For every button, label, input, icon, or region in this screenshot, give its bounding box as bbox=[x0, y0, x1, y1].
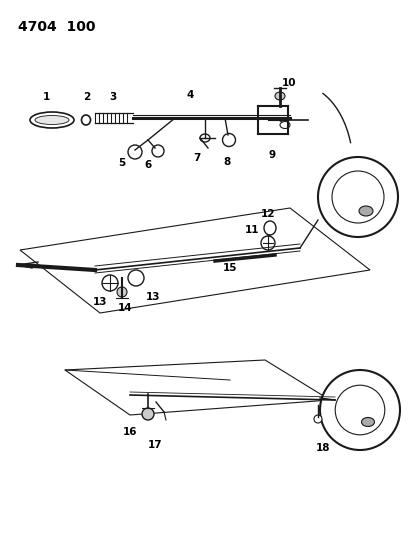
Ellipse shape bbox=[35, 116, 69, 125]
Text: 2: 2 bbox=[83, 92, 91, 102]
Circle shape bbox=[142, 408, 154, 420]
Text: 1: 1 bbox=[43, 92, 49, 102]
Ellipse shape bbox=[200, 134, 210, 142]
Ellipse shape bbox=[280, 122, 290, 128]
Text: 14: 14 bbox=[118, 303, 133, 313]
Text: 8: 8 bbox=[223, 157, 231, 167]
Ellipse shape bbox=[359, 206, 373, 216]
Text: 11: 11 bbox=[245, 225, 259, 235]
Circle shape bbox=[128, 270, 144, 286]
Circle shape bbox=[102, 275, 118, 291]
Text: 5: 5 bbox=[118, 158, 126, 168]
Text: 10: 10 bbox=[282, 78, 296, 88]
Ellipse shape bbox=[30, 112, 74, 128]
Text: 3: 3 bbox=[109, 92, 117, 102]
Circle shape bbox=[332, 171, 384, 223]
Text: 6: 6 bbox=[144, 160, 152, 170]
Text: 17: 17 bbox=[148, 440, 162, 450]
Ellipse shape bbox=[362, 417, 375, 426]
Circle shape bbox=[261, 236, 275, 250]
Text: 9: 9 bbox=[268, 150, 276, 160]
Circle shape bbox=[128, 145, 142, 159]
Text: 18: 18 bbox=[316, 443, 330, 453]
Text: 16: 16 bbox=[123, 427, 137, 437]
Circle shape bbox=[318, 157, 398, 237]
Ellipse shape bbox=[264, 221, 276, 235]
Circle shape bbox=[117, 287, 127, 297]
Text: 12: 12 bbox=[261, 209, 275, 219]
Ellipse shape bbox=[275, 92, 285, 100]
Text: 13: 13 bbox=[146, 292, 160, 302]
Text: 4: 4 bbox=[187, 90, 194, 100]
Text: 15: 15 bbox=[223, 263, 237, 273]
Ellipse shape bbox=[81, 115, 90, 125]
Circle shape bbox=[152, 145, 164, 157]
Circle shape bbox=[320, 370, 400, 450]
Text: 4704  100: 4704 100 bbox=[18, 20, 95, 34]
Text: 7: 7 bbox=[193, 153, 201, 163]
Text: 13: 13 bbox=[93, 297, 107, 307]
Circle shape bbox=[335, 385, 385, 435]
Circle shape bbox=[314, 415, 322, 423]
Circle shape bbox=[222, 133, 236, 147]
